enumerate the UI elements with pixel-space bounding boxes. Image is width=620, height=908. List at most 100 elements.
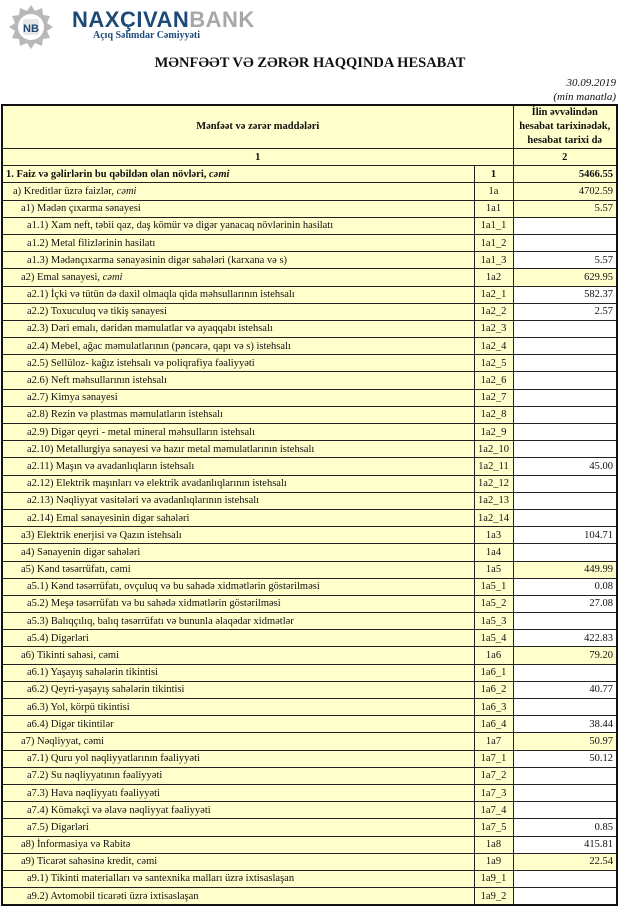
- row-value: 2.57: [512, 302, 618, 321]
- row-label-text: a6.1) Yaşayış sahələrin tikintisi: [27, 667, 158, 679]
- row-label: a2.12) Elektrik maşınları və elektrik av…: [1, 474, 475, 493]
- row-label-text: a7.5) Digərləri: [27, 821, 89, 833]
- row-label-text: a9.1) Tikinti materialları və santexnika…: [27, 873, 295, 885]
- row-value: 629.95: [512, 268, 618, 287]
- row-value: [512, 491, 618, 510]
- row-value: 5466.55: [512, 165, 618, 184]
- row-value: [512, 697, 618, 717]
- row-label-emphasis: cəmi: [102, 271, 123, 283]
- row-code: 1a7_2: [473, 766, 514, 785]
- row-value: [512, 887, 618, 906]
- row-label: a9.2) Avtomobil ticarəti üzrə ixtisaslaş…: [1, 887, 475, 906]
- table-row: a2.14) Emal sənayesinin digər sahələri 1…: [1, 508, 618, 528]
- row-code: 1a9_2: [473, 887, 514, 906]
- row-label-text: a2.5) Sellüloz- kağız istehsalı və poliq…: [27, 357, 255, 369]
- row-label-text: a7.3) Hava nəqliyyatı fəaliyyəti: [27, 787, 160, 799]
- row-label: a2.9) Digər qeyri - metal mineral məhsul…: [1, 422, 475, 442]
- row-code: 1a6_2: [473, 680, 514, 700]
- table-row: a6.4) Digər tikintilər 1a6_4 38.44: [1, 715, 618, 734]
- table-row: a9.2) Avtomobil ticarəti üzrə ixtisaslaş…: [1, 887, 618, 906]
- row-code: 1a5_2: [473, 594, 514, 614]
- row-label-text: a6) Tikinti sahəsi, cəmi: [21, 650, 119, 662]
- table-row: a2.6) Neft məhsullarının istehsalı 1a2_6: [1, 371, 618, 390]
- row-value: 50.97: [512, 732, 618, 751]
- row-label: a5) Kənd təsərrüfatı, cəmi: [1, 560, 475, 579]
- table-row: a6.1) Yaşayış sahələrin tikintisi 1a6_1: [1, 663, 618, 682]
- row-value: [512, 612, 618, 631]
- report-title: MƏNFƏƏT VƏ ZƏRƏR HAQQINDA HESABAT: [154, 55, 466, 71]
- table-row: a2.13) Nəqliyyat vasitələri və avadanlıq…: [1, 491, 618, 510]
- row-label: a9.1) Tikinti materialları və santexnika…: [1, 869, 475, 889]
- col-header-items: Mənfəət və zərər maddələri: [1, 104, 514, 149]
- row-label-text: a6.4) Digər tikintilər: [27, 718, 114, 730]
- row-label-text: a2.7) Kimya sənayesi: [27, 392, 118, 404]
- row-code: 1a5_1: [473, 577, 514, 596]
- row-label-text: a9) Ticarət sahəsinə kredit, cəmi: [21, 856, 158, 868]
- row-value: 27.08: [512, 594, 618, 614]
- row-code: 1a2_1: [473, 285, 514, 304]
- row-label-text: a1.3) Mədənçıxarma sənayəsinin digər sah…: [27, 254, 288, 266]
- row-code: 1a8: [473, 835, 514, 854]
- row-label-text: a2.12) Elektrik maşınları və elektrik av…: [27, 478, 287, 490]
- header-row: Mənfəət və zərər maddələri İlin əvvəlind…: [1, 104, 618, 149]
- row-label: a6.2) Qeyri-yaşayış sahələrin tikintisi: [1, 680, 475, 700]
- income-statement-table: Mənfəət və zərər maddələri İlin əvvəlind…: [1, 104, 618, 907]
- row-value: [512, 663, 618, 682]
- row-label-text: a2) Emal sənayesi,: [21, 271, 103, 283]
- row-code: 1a2_7: [473, 388, 514, 407]
- table-row: 1. Faiz və gəlirlərin bu qəbildən olan n…: [1, 165, 618, 184]
- row-label: a4) Sənayenin digər sahələri: [1, 543, 475, 562]
- row-label-text: a2.3) Dəri emalı, dəridən məmulatlar və …: [27, 323, 273, 335]
- row-label-text: a6.3) Yol, körpü tikintisi: [27, 701, 130, 713]
- report-unit: (min manatla): [553, 91, 616, 103]
- row-label-text: a1) Mədən çıxarma sənayesi: [21, 203, 141, 215]
- report-date: 30.09.2019: [566, 77, 617, 89]
- row-label-emphasis: cəmi: [209, 168, 230, 180]
- row-label: a2.10) Metallurgiya sənayesi və hazır me…: [1, 440, 475, 459]
- row-label-text: a2.4) Mebel, ağac məmulatlarının (pəncər…: [27, 340, 291, 352]
- row-label: a2) Emal sənayesi, cəmi: [1, 268, 475, 287]
- row-code: 1a6_4: [473, 715, 514, 734]
- row-value: [512, 783, 618, 803]
- table-row: a6) Tikinti sahəsi, cəmi 1a6 79.20: [1, 646, 618, 665]
- table-row: a2.2) Toxuculuq və tikiş sənayesi 1a2_2 …: [1, 302, 618, 321]
- row-label-text: a2.10) Metallurgiya sənayesi və hazır me…: [27, 443, 315, 455]
- brand-part-1: NAXÇIVAN: [72, 7, 190, 32]
- row-label-text: a9.2) Avtomobil ticarəti üzrə ixtisaslaş…: [27, 890, 199, 902]
- row-label: a9) Ticarət sahəsinə kredit, cəmi: [1, 852, 475, 871]
- row-label: a5.1) Kənd təsərrüfatı, ovçuluq və bu sa…: [1, 577, 475, 596]
- row-code: 1a1_1: [473, 216, 514, 235]
- row-label: a2.7) Kimya sənayesi: [1, 388, 475, 407]
- row-value: 104.71: [512, 526, 618, 545]
- table-row: a2.1) İçki və tütün də daxil olmaqla qid…: [1, 285, 618, 304]
- table-row: a1) Mədən çıxarma sənayesi 1a1 5.57: [1, 199, 618, 218]
- row-value: [512, 337, 618, 356]
- row-label: a7.4) Köməkçi və əlavə nəqliyyat fəaliyy…: [1, 801, 475, 820]
- row-code: 1a7_3: [473, 783, 514, 803]
- table-row: a2.4) Mebel, ağac məmulatlarının (pəncər…: [1, 337, 618, 356]
- table-row: a6.3) Yol, körpü tikintisi 1a6_3: [1, 697, 618, 717]
- row-value: 0.08: [512, 577, 618, 596]
- row-label: a7.1) Quru yol nəqliyyatlarının fəaliyyə…: [1, 749, 475, 768]
- row-label: a5.2) Meşə təsərrüfatı və bu sahədə xidm…: [1, 594, 475, 614]
- row-code: 1a7: [473, 732, 514, 751]
- row-value: [512, 371, 618, 390]
- table-row: a7.3) Hava nəqliyyatı fəaliyyəti 1a7_3: [1, 783, 618, 803]
- row-label: a6.1) Yaşayış sahələrin tikintisi: [1, 663, 475, 682]
- table-row: a1.3) Mədənçıxarma sənayəsinin digər sah…: [1, 251, 618, 270]
- row-label: a7.2) Su nəqliyyatının fəaliyyəti: [1, 766, 475, 785]
- table-row: a1.1) Xam neft, təbii qaz, daş kömür və …: [1, 216, 618, 235]
- row-label: a1) Mədən çıxarma sənayesi: [1, 199, 475, 218]
- row-label-text: a2.11) Maşın və avadanlıqların istehsalı: [27, 460, 195, 472]
- row-value: [512, 869, 618, 889]
- row-value: 5.57: [512, 199, 618, 218]
- row-value: 79.20: [512, 646, 618, 665]
- row-label-text: a2.2) Toxuculuq və tikiş sənayesi: [27, 306, 167, 318]
- row-label-text: a5.1) Kənd təsərrüfatı, ovçuluq və bu sa…: [27, 581, 320, 593]
- row-label-text: a7) Nəqliyyat, cəmi: [21, 735, 105, 747]
- row-label-text: a8) İnformasiya və Rabitə: [21, 839, 131, 851]
- table-row: a9) Ticarət sahəsinə kredit, cəmi 1a9 22…: [1, 852, 618, 871]
- table-row: a2.12) Elektrik maşınları və elektrik av…: [1, 474, 618, 493]
- row-code: 1a2_12: [473, 474, 514, 493]
- row-code: 1a2_5: [473, 354, 514, 373]
